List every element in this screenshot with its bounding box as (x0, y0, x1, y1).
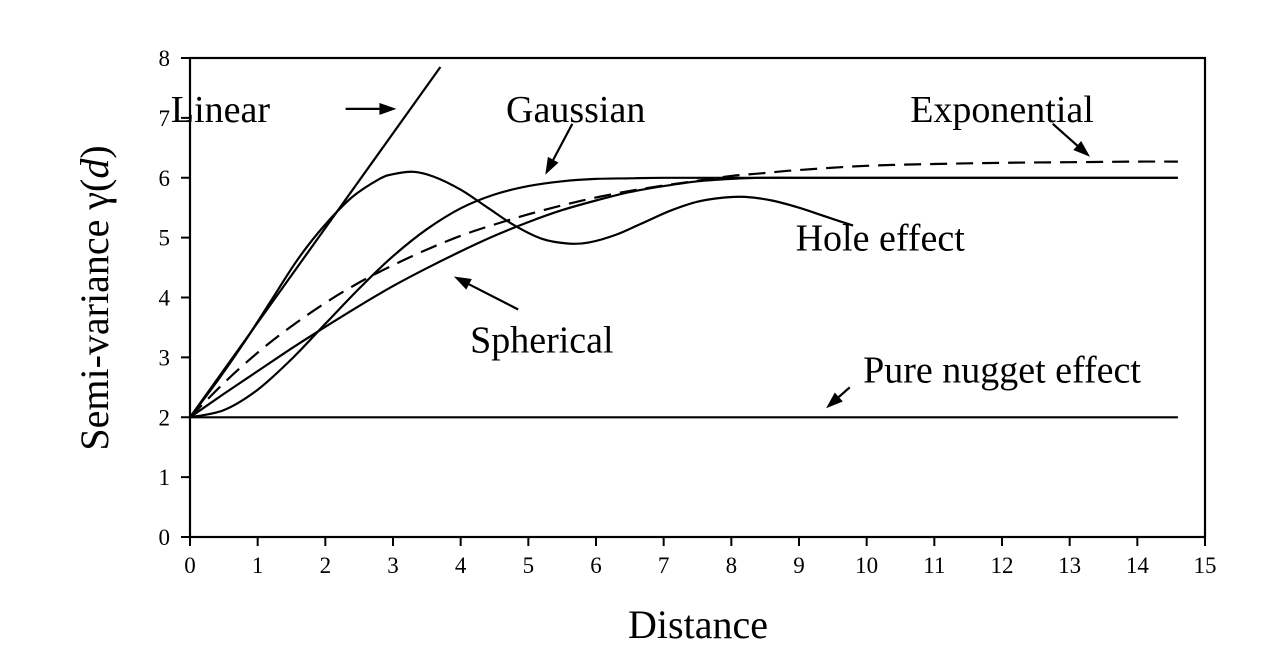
x-tick-label: 6 (590, 553, 602, 578)
x-tick-label: 4 (455, 553, 467, 578)
y-tick-label: 5 (159, 226, 171, 251)
label-gaussian: Gaussian (506, 89, 645, 131)
label-exponential: Exponential (910, 89, 1094, 131)
y-tick-label: 4 (159, 286, 171, 311)
label-spherical: Spherical (470, 319, 614, 361)
x-tick-label: 15 (1194, 553, 1217, 578)
y-axis-title: Semi-variance γ(d) (72, 145, 117, 450)
x-tick-label: 0 (184, 553, 196, 578)
x-tick-label: 2 (320, 553, 332, 578)
y-tick-label: 8 (159, 46, 171, 71)
x-axis-title: Distance (628, 602, 768, 647)
label-linear: Linear (171, 89, 271, 131)
arrow-exponential (1052, 123, 1078, 147)
y-axis-title-italic: d (72, 158, 117, 179)
x-tick-label: 8 (726, 553, 738, 578)
x-tick-label: 5 (523, 553, 535, 578)
arrowhead-pure-nugget-effect (826, 392, 843, 409)
x-tick-label: 14 (1126, 553, 1150, 578)
y-axis-title-close: ) (72, 145, 117, 158)
arrowhead-linear (379, 102, 397, 115)
series-hole-effect (189, 170, 854, 418)
y-tick-label: 1 (159, 465, 171, 490)
x-tick-label: 9 (793, 553, 805, 578)
series-layer (189, 66, 1178, 419)
y-tick-label: 3 (159, 345, 171, 370)
arrow-spherical (468, 283, 519, 311)
series-spherical (189, 176, 1178, 419)
x-tick-label: 10 (855, 553, 878, 578)
annotation-layer: Linear Gaussian Exponential Hole effect Sphe… (171, 89, 1141, 409)
y-tick-label: 2 (159, 405, 171, 430)
y-axis-title-main: Semi-variance γ( (72, 179, 117, 451)
y-tick-label: 0 (159, 525, 171, 550)
x-tick-label: 7 (658, 553, 670, 578)
label-pure-nugget-effect: Pure nugget effect (863, 349, 1141, 391)
x-tick-label: 11 (923, 553, 945, 578)
arrow-gaussian (552, 123, 574, 161)
arrowhead-exponential (1073, 141, 1090, 157)
x-tick-label: 3 (387, 553, 399, 578)
arrow-pure-nugget-effect (838, 386, 851, 398)
y-tick-label: 6 (159, 166, 171, 191)
arrowhead-spherical (453, 276, 472, 290)
x-tick-label: 1 (252, 553, 264, 578)
series-exponential (189, 160, 1178, 419)
y-tick-label: 7 (159, 106, 171, 131)
arrowhead-gaussian (545, 156, 559, 175)
x-tick-label: 12 (991, 553, 1014, 578)
x-tick-label: 13 (1058, 553, 1081, 578)
label-hole-effect: Hole effect (796, 218, 966, 260)
